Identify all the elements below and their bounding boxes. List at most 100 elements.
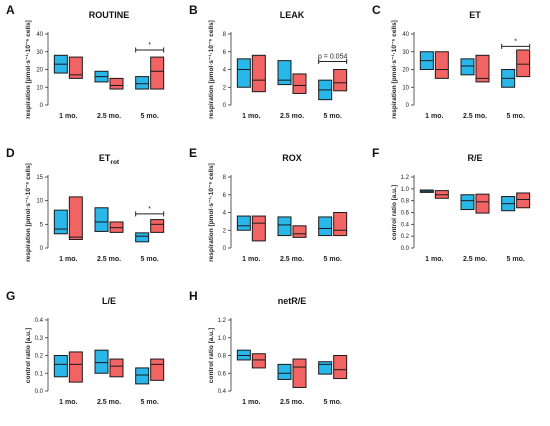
y-axis-label: respiration [pmol·s⁻¹·10⁻⁶ cells] [208, 20, 215, 119]
panel-title: ROX [282, 153, 302, 163]
y-tick-label: 0.2 [401, 234, 410, 240]
x-tick-label: 2.5 mo. [97, 256, 121, 263]
x-tick-label: 5 mo. [507, 256, 525, 263]
box-series2 [434, 51, 449, 79]
panel-letter: D [6, 146, 15, 160]
y-axis-label: control ratio [a.u.] [25, 328, 32, 383]
y-tick-label: 0.4 [401, 222, 410, 228]
y-tick-label: 0 [223, 103, 227, 109]
box-series2 [109, 358, 124, 378]
y-tick-label: 0 [40, 103, 44, 109]
box-series2 [333, 69, 348, 92]
y-axis-label: control ratio [a.u.] [391, 185, 398, 240]
x-tick-label: 2.5 mo. [280, 113, 304, 120]
panel-title: R/E [467, 153, 482, 163]
box-series1 [460, 194, 475, 211]
y-axis-label: respiration [pmol·s⁻¹·10⁻⁶ cells] [391, 20, 398, 119]
panel-title: netR/E [278, 296, 307, 306]
y-tick-label: 30 [36, 50, 43, 56]
panel-letter: E [189, 146, 197, 160]
y-tick-label: 1.2 [401, 175, 410, 181]
x-tick-label: 2.5 mo. [97, 399, 121, 406]
panel-title: LEAK [280, 10, 305, 20]
y-tick-label: 40 [36, 32, 43, 38]
significance-label: * [148, 206, 151, 213]
y-tick-label: 10 [36, 199, 43, 205]
y-tick-label: 0.4 [35, 318, 44, 324]
x-tick-label: 1 mo. [59, 113, 77, 120]
x-tick-label: 5 mo. [507, 113, 525, 120]
y-tick-label: 0 [223, 246, 227, 252]
box-series1 [277, 363, 292, 380]
x-tick-label: 2.5 mo. [463, 113, 487, 120]
box-series1 [277, 60, 292, 86]
y-tick-label: 0.1 [35, 371, 44, 377]
y-tick-label: 1.0 [401, 187, 410, 193]
y-tick-label: 0.6 [218, 371, 227, 377]
x-tick-label: 1 mo. [59, 399, 77, 406]
box-series2 [68, 196, 83, 240]
box-series2 [292, 225, 307, 238]
box-series2 [475, 193, 490, 214]
box-series1 [135, 367, 150, 385]
box-series2 [150, 358, 165, 381]
box-series2 [475, 54, 490, 83]
box-series2 [516, 192, 531, 209]
y-tick-label: 10 [402, 85, 409, 91]
y-axis-label: respiration [pmol·s⁻¹·10⁻⁶ cells] [25, 163, 32, 262]
y-tick-label: 30 [402, 50, 409, 56]
significance-label: * [148, 42, 151, 49]
box-series1 [53, 355, 68, 378]
panel-title-text: ET [99, 153, 111, 163]
significance-label: p = 0.054 [318, 54, 347, 61]
x-tick-label: 5 mo. [324, 113, 342, 120]
y-tick-label: 40 [402, 32, 409, 38]
y-axis-label: respiration [pmol·s⁻¹·10⁻⁶ cells] [208, 163, 215, 262]
y-tick-label: 20 [402, 68, 409, 74]
panel-letter: B [189, 3, 198, 17]
panel-letter: H [189, 289, 198, 303]
y-tick-label: 4 [223, 68, 227, 74]
box-series1 [94, 349, 109, 374]
x-tick-label: 2.5 mo. [97, 113, 121, 120]
y-tick-label: 0 [406, 103, 410, 109]
x-tick-label: 1 mo. [425, 256, 443, 263]
box-series1 [135, 232, 150, 243]
panel-title: ET [469, 10, 481, 20]
box-series1 [460, 58, 475, 76]
x-tick-label: 2.5 mo. [463, 256, 487, 263]
box-series1 [53, 209, 68, 235]
box-series1 [318, 216, 333, 237]
box-series1 [277, 216, 292, 237]
panel-title-text: R/E [467, 153, 482, 163]
y-axis-label: respiration [pmol·s⁻¹·10⁻⁶ cells] [25, 20, 32, 119]
box-series2 [109, 77, 124, 90]
x-tick-label: 1 mo. [242, 399, 260, 406]
box-series1 [318, 361, 333, 375]
panel-title-text: ET [469, 10, 481, 20]
panel-letter: A [6, 3, 15, 17]
box-series1 [94, 207, 109, 232]
x-tick-label: 5 mo. [324, 256, 342, 263]
y-tick-label: 0.6 [401, 211, 410, 217]
box-series2 [251, 215, 266, 242]
y-tick-label: 0.8 [401, 199, 410, 205]
y-tick-label: 0.2 [35, 354, 44, 360]
box-series2 [516, 49, 531, 78]
y-tick-label: 2 [223, 228, 227, 234]
box-series2 [292, 358, 307, 388]
panel-title: L/E [102, 296, 116, 306]
y-tick-label: 10 [36, 85, 43, 91]
panel-title-subscript: rot [110, 159, 120, 166]
y-tick-label: 6 [223, 193, 227, 199]
box-series2 [333, 212, 348, 237]
y-tick-label: 0.4 [218, 389, 227, 395]
y-tick-label: 0.3 [35, 336, 44, 342]
x-tick-label: 2.5 mo. [280, 256, 304, 263]
x-tick-label: 1 mo. [59, 256, 77, 263]
panel-letter: C [372, 3, 381, 17]
box-series2 [292, 73, 307, 94]
y-tick-label: 4 [223, 211, 227, 217]
box-series2 [150, 56, 165, 90]
